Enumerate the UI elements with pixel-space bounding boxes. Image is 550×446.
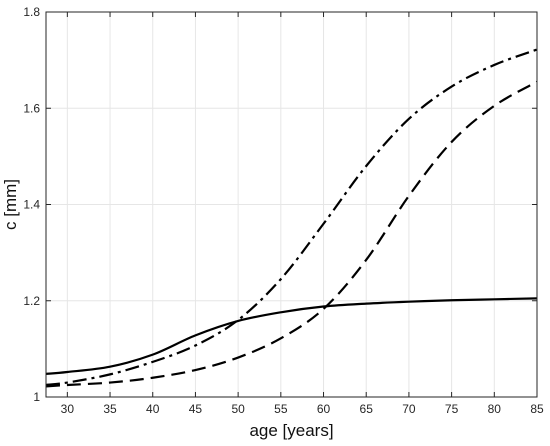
x-tick-label: 30 bbox=[61, 402, 75, 416]
x-tick-label: 60 bbox=[317, 402, 331, 416]
y-axis-ticks: 1 1.2 1.4 1.6 1.8 bbox=[23, 5, 537, 404]
x-tick-label: 65 bbox=[360, 402, 374, 416]
x-tick-label: 50 bbox=[231, 402, 245, 416]
y-tick-label: 1.6 bbox=[23, 101, 40, 115]
x-tick-label: 40 bbox=[146, 402, 160, 416]
grid bbox=[46, 11, 538, 398]
x-tick-label: 85 bbox=[530, 402, 544, 416]
y-tick-label: 1.4 bbox=[23, 198, 40, 212]
x-axis-label: age [years] bbox=[249, 421, 333, 440]
series-line-dashed bbox=[45, 80, 538, 388]
x-tick-label: 80 bbox=[488, 402, 502, 416]
x-axis-ticks: 30 35 40 45 50 55 60 65 70 75 80 85 bbox=[61, 12, 544, 416]
y-axis-label: c [mm] bbox=[1, 179, 20, 230]
series-lines bbox=[45, 48, 538, 388]
x-tick-label: 45 bbox=[189, 402, 203, 416]
y-tick-label: 1.8 bbox=[23, 5, 40, 19]
x-tick-label: 70 bbox=[402, 402, 416, 416]
x-tick-label: 35 bbox=[103, 402, 117, 416]
series-line-dashdot bbox=[45, 48, 538, 387]
x-tick-label: 55 bbox=[274, 402, 288, 416]
y-tick-label: 1.2 bbox=[23, 294, 40, 308]
y-tick-label: 1 bbox=[33, 390, 40, 404]
series-line-solid bbox=[45, 297, 538, 375]
x-tick-label: 75 bbox=[445, 402, 459, 416]
